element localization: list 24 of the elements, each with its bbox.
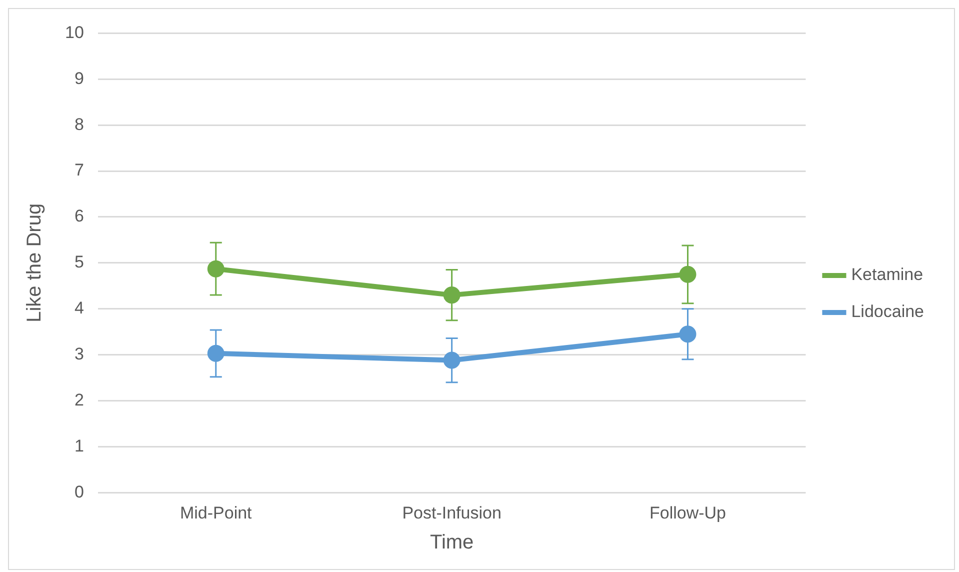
y-tick-label: 10 <box>64 22 84 42</box>
point <box>443 286 460 304</box>
y-tick-label: 8 <box>74 114 84 134</box>
y-tick-label: 5 <box>74 252 84 272</box>
y-tick-label: 1 <box>74 436 84 456</box>
point <box>679 326 696 343</box>
point <box>207 344 224 362</box>
y-tick-label: 2 <box>74 390 84 410</box>
y-axis-title: Like the Drug <box>24 203 46 322</box>
y-tick-label: 6 <box>74 206 84 226</box>
y-tick-label: 4 <box>74 298 84 318</box>
y-tick-label: 3 <box>74 344 84 364</box>
point <box>443 352 460 369</box>
x-axis-title: Time <box>430 532 474 554</box>
y-tick-label: 9 <box>74 68 84 88</box>
y-tick-label: 7 <box>74 160 84 180</box>
point <box>679 266 696 283</box>
legend-label: Lidocaine <box>851 302 924 322</box>
x-tick-label: Follow-Up <box>649 503 726 522</box>
point <box>207 260 224 278</box>
x-tick-label: Mid-Point <box>180 503 252 522</box>
legend-label: Ketamine <box>851 265 924 284</box>
x-tick-label: Post-Infusion <box>402 503 502 522</box>
y-tick-label: 0 <box>74 482 84 502</box>
